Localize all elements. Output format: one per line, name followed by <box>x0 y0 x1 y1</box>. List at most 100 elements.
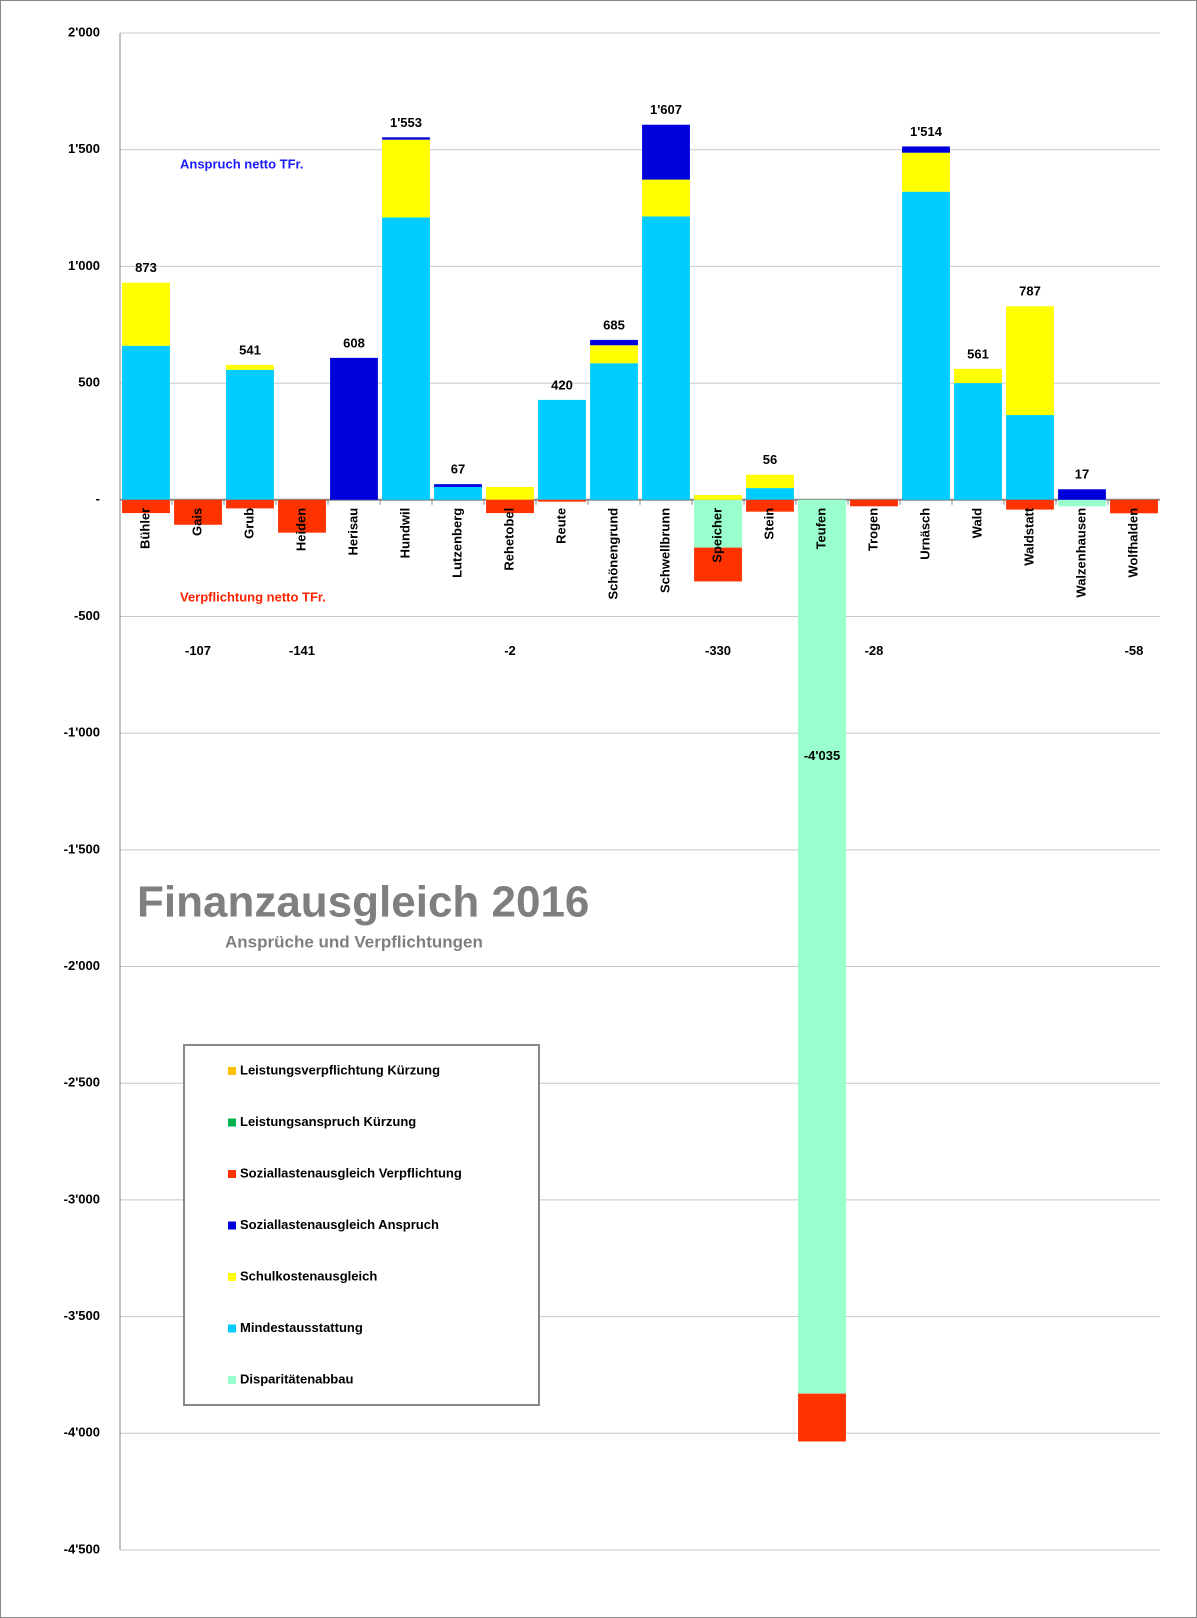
chart-subtitle: Ansprüche und Verpflichtungen <box>225 932 483 951</box>
x-tick-label: Schönengrund <box>605 508 620 600</box>
x-tick-label: Waldstatt <box>1021 507 1036 566</box>
bar-segment <box>174 499 222 525</box>
data-label: 420 <box>551 377 573 392</box>
x-tick-label: Lutzenberg <box>449 508 464 578</box>
data-label: 17 <box>1075 467 1089 482</box>
y-tick-label: -2'000 <box>64 958 100 973</box>
bar-segment <box>590 363 638 500</box>
data-label: 608 <box>343 335 365 350</box>
legend-swatch <box>228 1376 236 1384</box>
bar-segment <box>1006 415 1054 500</box>
legend-label: Disparitätenabbau <box>240 1371 353 1386</box>
bar-segment <box>642 124 690 180</box>
x-tick-label: Gais <box>189 508 204 536</box>
y-tick-label: -4'500 <box>64 1541 100 1556</box>
y-tick-label: 1'000 <box>68 258 100 273</box>
legend-label: Schulkostenausgleich <box>240 1268 377 1283</box>
y-tick-label: -3'500 <box>64 1308 100 1323</box>
legend-swatch <box>228 1273 236 1281</box>
bar-segment <box>694 547 742 582</box>
legend-swatch <box>228 1324 236 1333</box>
data-label: 873 <box>135 260 157 275</box>
bar-segment <box>850 499 898 507</box>
x-tick-label: Heiden <box>293 508 308 551</box>
bar-segment <box>1058 489 1106 500</box>
y-tick-label: -1'000 <box>64 725 100 740</box>
bar-segment <box>798 1393 846 1442</box>
data-label: -28 <box>865 643 884 658</box>
bar-segment <box>226 369 274 500</box>
bar-segment <box>694 495 742 500</box>
bar-segment <box>486 486 534 500</box>
bar-segment <box>902 146 950 153</box>
bar-segment <box>382 137 430 140</box>
legend-swatch <box>228 1118 236 1127</box>
data-label: 67 <box>451 462 465 477</box>
bar-segment <box>1006 306 1054 416</box>
data-label: 685 <box>603 317 625 332</box>
bar-segment <box>278 499 326 533</box>
bar-segment <box>798 499 846 1394</box>
x-tick-label: Wolfhalden <box>1125 508 1140 578</box>
y-tick-label: -500 <box>74 608 100 623</box>
x-tick-label: Wald <box>969 508 984 539</box>
x-tick-label: Grub <box>241 508 256 539</box>
legend-swatch <box>228 1067 236 1075</box>
bar-segment <box>538 499 586 502</box>
x-tick-label: Herisau <box>345 508 360 556</box>
bar-segment <box>746 474 794 489</box>
x-tick-label: Teufen <box>813 508 828 550</box>
bar-segment <box>122 499 170 514</box>
x-tick-label: Reute <box>553 508 568 544</box>
legend-label: Mindestausstattung <box>240 1320 363 1335</box>
y-tick-label: -2'500 <box>64 1075 100 1090</box>
x-tick-label: Urnäsch <box>917 508 932 560</box>
x-tick-label: Stein <box>761 508 776 540</box>
bar-segment <box>434 486 482 500</box>
legend-label: Leistungsanspruch Kürzung <box>240 1114 416 1129</box>
bar-segment <box>1006 499 1054 510</box>
x-tick-label: Trogen <box>865 508 880 551</box>
legend-swatch <box>228 1221 236 1230</box>
bar-segment <box>122 282 170 346</box>
bar-segment <box>434 484 482 487</box>
legend-label: Leistungsverpflichtung Kürzung <box>240 1062 440 1077</box>
y-tick-label: -4'000 <box>64 1425 100 1440</box>
annotation: Verpflichtung netto TFr. <box>180 589 326 604</box>
data-label: -107 <box>185 643 211 658</box>
bar-segment <box>746 488 794 500</box>
annotation: Anspruch netto TFr. <box>180 156 304 171</box>
x-tick-label: Rehetobel <box>501 508 516 571</box>
y-tick-label: -1'500 <box>64 841 100 856</box>
legend-swatch <box>228 1170 236 1178</box>
bar-segment <box>330 357 378 500</box>
legend-label: Soziallastenausgleich Anspruch <box>240 1217 439 1232</box>
bar-segment <box>694 499 742 548</box>
bar-segment <box>954 368 1002 384</box>
bar-segment <box>226 364 274 370</box>
bar-segment <box>590 345 638 364</box>
data-label: -58 <box>1125 643 1144 658</box>
bar-segment <box>226 499 274 509</box>
bar-segment <box>954 383 1002 500</box>
data-label: 56 <box>763 452 777 467</box>
bar-segment <box>122 345 170 500</box>
x-tick-label: Speicher <box>709 508 724 563</box>
data-label: -2 <box>504 643 516 658</box>
data-label: -330 <box>705 643 731 658</box>
bar-segment <box>1058 499 1106 507</box>
legend: Leistungsverpflichtung Kürzung Leistungsa… <box>228 1062 462 1386</box>
bar-segment <box>382 217 430 500</box>
y-tick-label: 2'000 <box>68 24 100 39</box>
data-label: 1'607 <box>650 102 682 117</box>
bar-segment <box>746 499 794 512</box>
y-tick-label: -3'000 <box>64 1191 100 1206</box>
data-label: 1'553 <box>390 115 422 130</box>
data-label: -141 <box>289 643 315 658</box>
x-tick-label: Walzenhausen <box>1073 508 1088 598</box>
y-tick-label: 1'500 <box>68 141 100 156</box>
y-tick-label: 500 <box>78 375 100 390</box>
y-tick-label: - <box>96 491 100 506</box>
